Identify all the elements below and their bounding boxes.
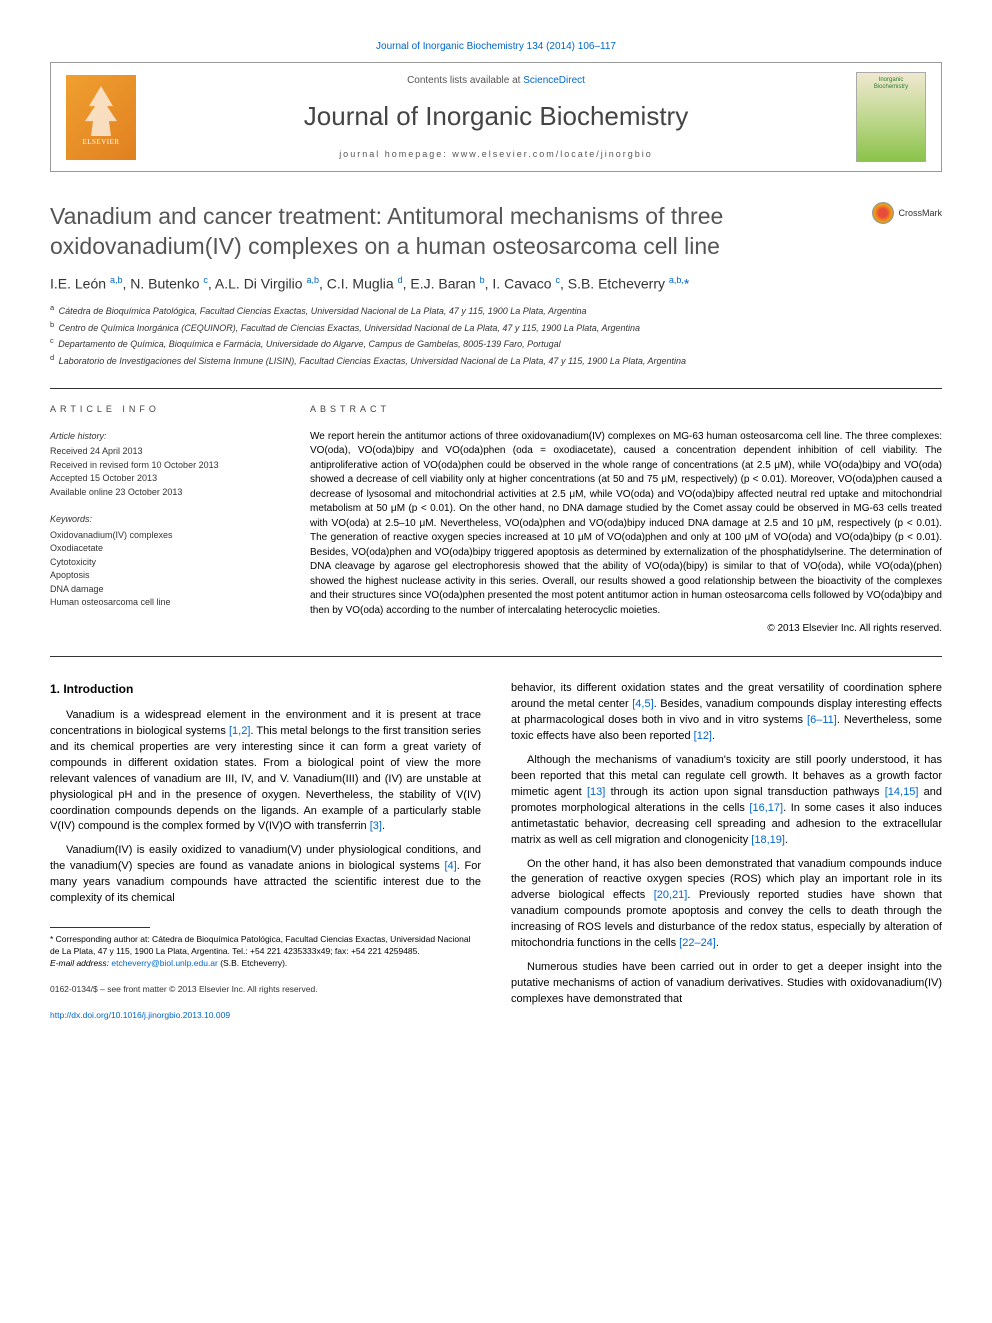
footnote-divider	[50, 927, 150, 928]
corresponding-author-footnote: * Corresponding author at: Cátedra de Bi…	[50, 934, 481, 970]
keyword-line: DNA damage	[50, 583, 280, 597]
contents-line: Contents lists available at ScienceDirec…	[156, 74, 836, 88]
publisher-name: ELSEVIER	[82, 138, 119, 148]
history-label: Article history:	[50, 430, 280, 444]
abstract-column: ABSTRACT We report herein the antitumor …	[310, 403, 942, 636]
keyword-line: Human osteosarcoma cell line	[50, 596, 280, 610]
history-line: Received 24 April 2013	[50, 445, 280, 459]
body-columns: 1. Introduction Vanadium is a widespread…	[50, 681, 942, 1022]
keyword-line: Apoptosis	[50, 569, 280, 583]
email-label: E-mail address:	[50, 958, 111, 968]
keyword-line: Cytotoxicity	[50, 556, 280, 570]
affiliation-line: b Centro de Química Inorgánica (CEQUINOR…	[50, 319, 942, 336]
body-paragraph: Numerous studies have been carried out i…	[511, 960, 942, 1008]
citation-header: Journal of Inorganic Biochemistry 134 (2…	[50, 40, 942, 54]
elsevier-tree-icon	[81, 86, 121, 136]
homepage-prefix: journal homepage:	[339, 149, 452, 159]
abstract-copyright: © 2013 Elsevier Inc. All rights reserved…	[310, 622, 942, 636]
right-column: behavior, its different oxidation states…	[511, 681, 942, 1022]
sciencedirect-link[interactable]: ScienceDirect	[523, 75, 585, 86]
email-suffix: (S.B. Etcheverry).	[218, 958, 287, 968]
history-line: Received in revised form 10 October 2013	[50, 459, 280, 473]
email-line: E-mail address: etcheverry@biol.unlp.edu…	[50, 958, 481, 970]
authors-list: I.E. León a,b, N. Butenko c, A.L. Di Vir…	[50, 274, 942, 294]
abstract-text: We report herein the antitumor actions o…	[310, 430, 942, 619]
crossmark-icon	[872, 202, 894, 224]
intro-heading: 1. Introduction	[50, 681, 481, 698]
corr-author-text: * Corresponding author at: Cátedra de Bi…	[50, 934, 481, 958]
left-column: 1. Introduction Vanadium is a widespread…	[50, 681, 481, 1022]
keywords-label: Keywords:	[50, 513, 280, 527]
article-info-sidebar: ARTICLE INFO Article history: Received 2…	[50, 403, 280, 636]
footer-issn: 0162-0134/$ – see front matter © 2013 El…	[50, 984, 481, 996]
crossmark-badge[interactable]: CrossMark	[872, 202, 942, 224]
affiliation-line: c Departamento de Química, Bioquímica e …	[50, 335, 942, 352]
contents-prefix: Contents lists available at	[407, 75, 523, 86]
author-email-link[interactable]: etcheverry@biol.unlp.edu.ar	[111, 958, 217, 968]
body-paragraph: Vanadium(IV) is easily oxidized to vanad…	[50, 843, 481, 907]
article-title: Vanadium and cancer treatment: Antitumor…	[50, 202, 852, 262]
affiliation-line: d Laboratorio de Investigaciones del Sis…	[50, 352, 942, 369]
history-line: Available online 23 October 2013	[50, 486, 280, 500]
body-paragraph: On the other hand, it has also been demo…	[511, 857, 942, 953]
keyword-line: Oxodiacetate	[50, 542, 280, 556]
article-info-heading: ARTICLE INFO	[50, 403, 280, 416]
doi-link[interactable]: http://dx.doi.org/10.1016/j.jinorgbio.20…	[50, 1010, 230, 1020]
journal-header: ELSEVIER Contents lists available at Sci…	[50, 62, 942, 172]
keywords-block: Keywords: Oxidovanadium(IV) complexesOxo…	[50, 513, 280, 610]
affiliation-line: a Cátedra de Bioquímica Patológica, Facu…	[50, 302, 942, 319]
homepage-url[interactable]: www.elsevier.com/locate/jinorgbio	[452, 149, 653, 159]
crossmark-label: CrossMark	[898, 207, 942, 220]
header-center: Contents lists available at ScienceDirec…	[136, 74, 856, 161]
cover-text-2: Biochemistry	[874, 84, 908, 91]
cover-text-1: Inorganic	[879, 77, 904, 84]
article-history-block: Article history: Received 24 April 2013R…	[50, 430, 280, 500]
history-line: Accepted 15 October 2013	[50, 472, 280, 486]
journal-name: Journal of Inorganic Biochemistry	[156, 98, 836, 134]
keyword-line: Oxidovanadium(IV) complexes	[50, 529, 280, 543]
abstract-heading: ABSTRACT	[310, 403, 942, 416]
homepage-line: journal homepage: www.elsevier.com/locat…	[156, 148, 836, 161]
body-paragraph: behavior, its different oxidation states…	[511, 681, 942, 745]
footer-doi: http://dx.doi.org/10.1016/j.jinorgbio.20…	[50, 1010, 481, 1022]
body-paragraph: Although the mechanisms of vanadium's to…	[511, 753, 942, 849]
affiliations: a Cátedra de Bioquímica Patológica, Facu…	[50, 302, 942, 368]
elsevier-logo: ELSEVIER	[66, 75, 136, 160]
body-paragraph: Vanadium is a widespread element in the …	[50, 708, 481, 836]
journal-cover-thumbnail: Inorganic Biochemistry	[856, 72, 926, 162]
